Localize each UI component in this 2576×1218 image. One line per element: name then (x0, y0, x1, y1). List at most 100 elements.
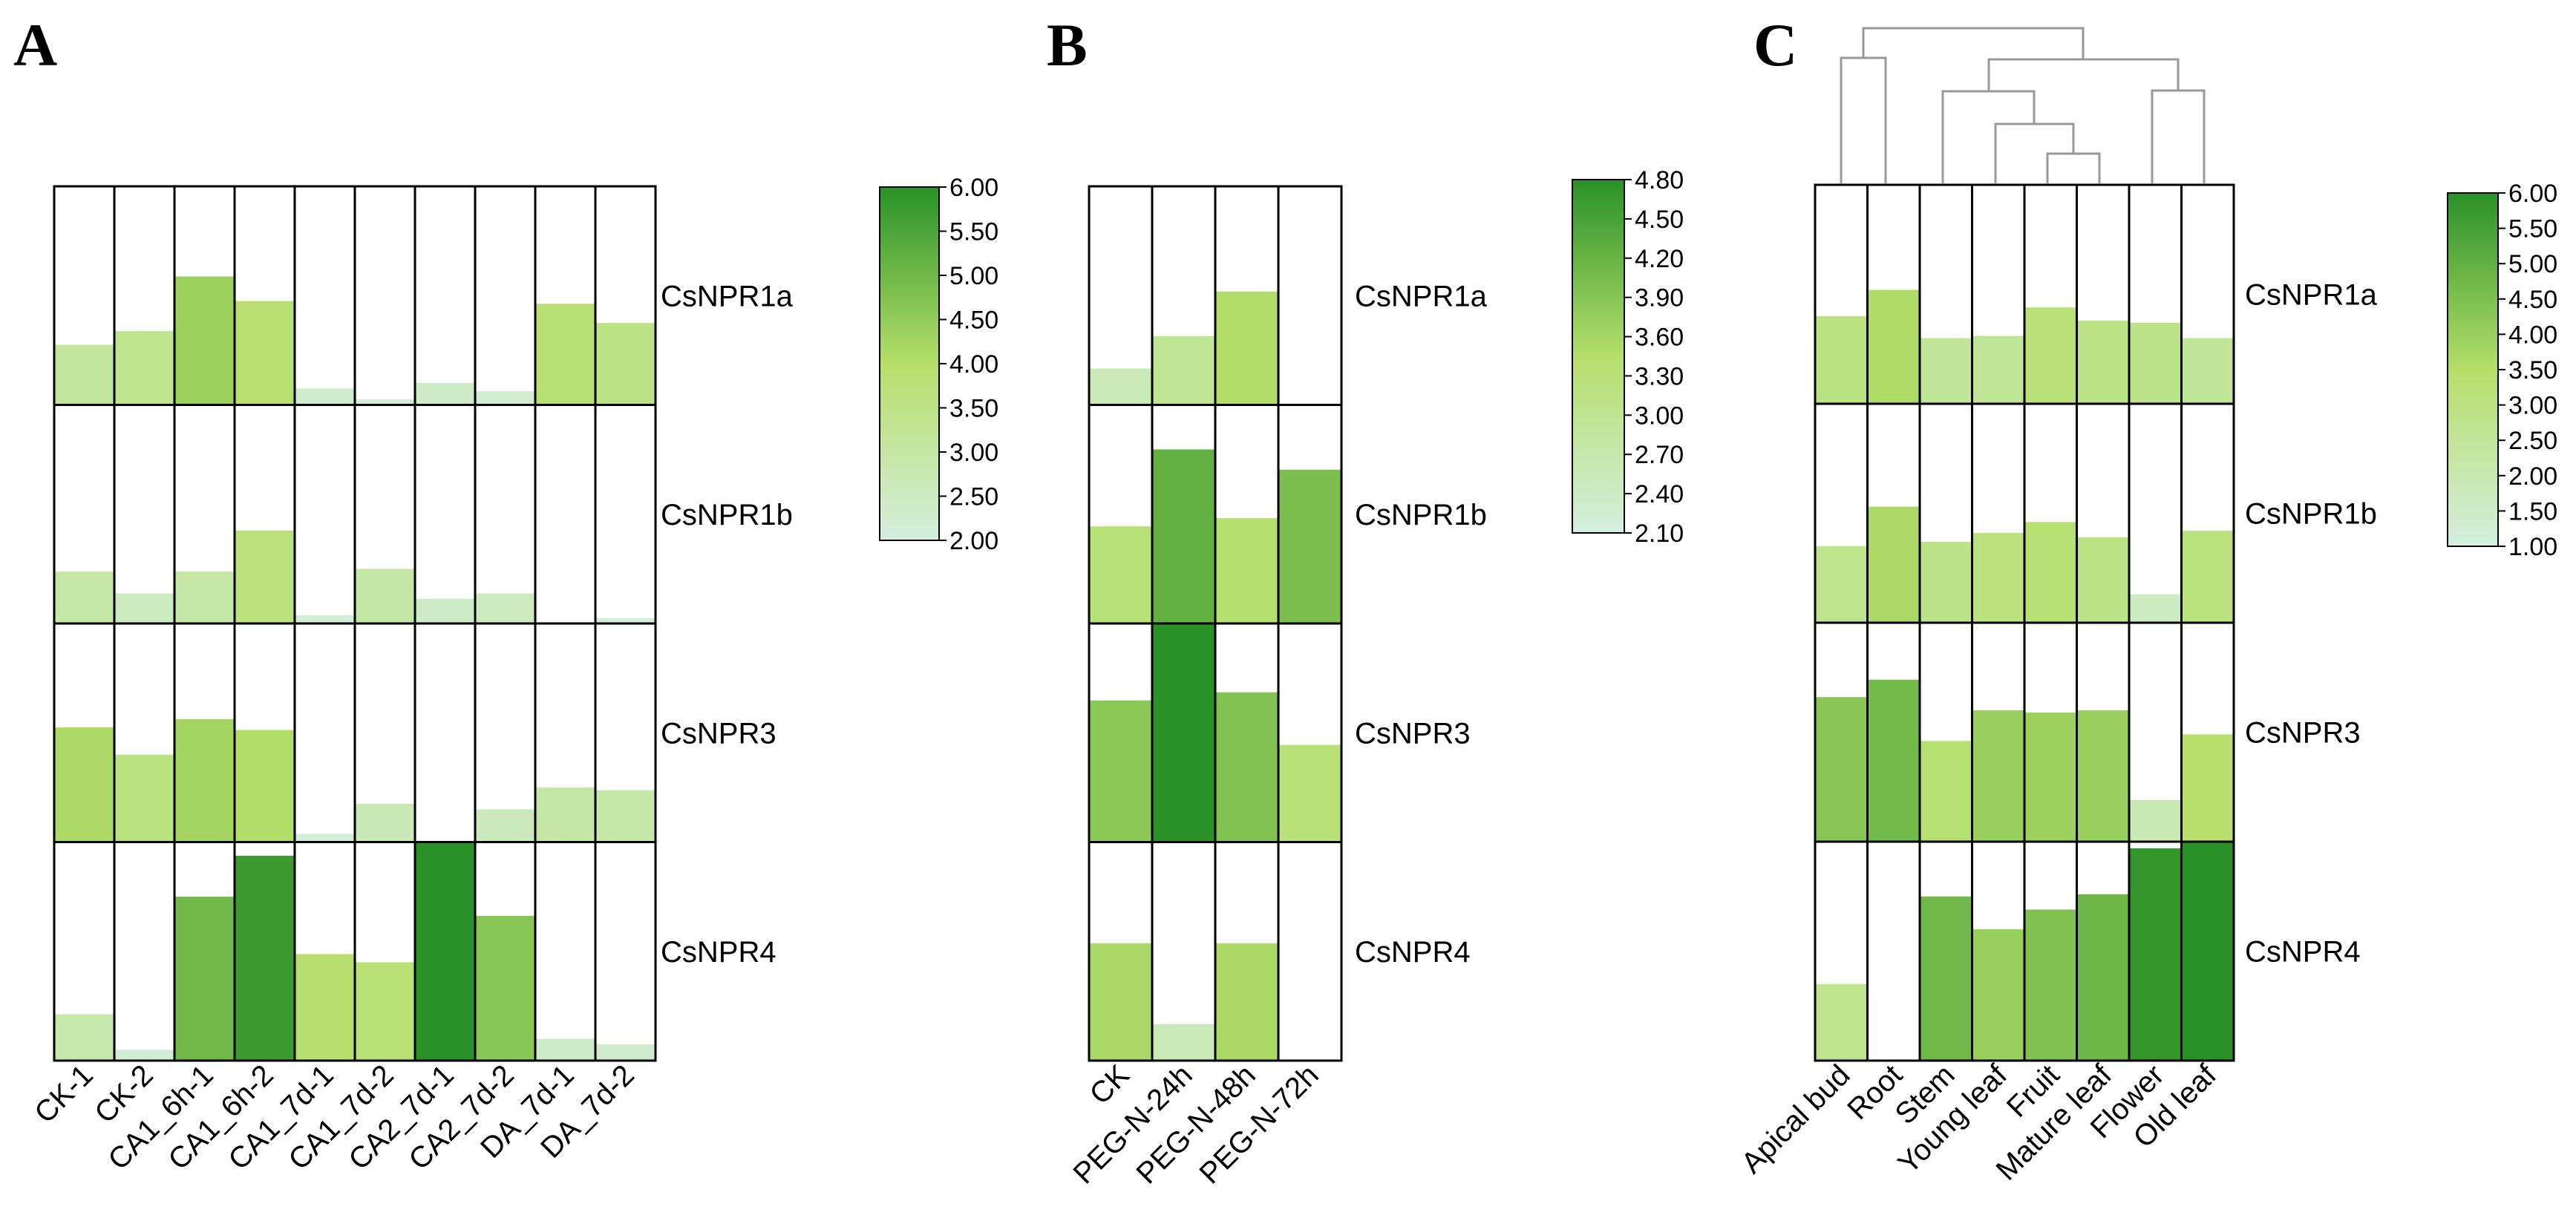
colorbar-tick-label: 2.70 (1635, 441, 1684, 469)
x-tick-ck: CK (1083, 1058, 1136, 1111)
colorbar-tick-label: 3.30 (1635, 362, 1684, 390)
cell-a-csnpr4-da-7d-2 (595, 842, 656, 1061)
colorbar-tick-label: 6.00 (2508, 180, 2557, 208)
bar-a-csnpr1b-ca1-6h-1 (174, 572, 235, 623)
bar-a-csnpr3-ck-1 (54, 727, 114, 842)
bar-a-csnpr1a-ca2-7d-2 (475, 391, 535, 405)
bar-a-csnpr1a-ck-2 (114, 331, 174, 405)
bar-c-csnpr4-flower (2129, 848, 2182, 1061)
colorbar-tick-label: 1.50 (2508, 497, 2557, 525)
cell-b-csnpr4-peg-n-72h (1278, 842, 1341, 1061)
colorbar-tick-label: 1.00 (2508, 533, 2557, 561)
row-label-csnpr3: CsNPR3 (2245, 717, 2361, 750)
colorbar-tick-label: 3.00 (949, 439, 998, 467)
bar-a-csnpr1a-ca1-6h-2 (235, 301, 295, 405)
bar-c-csnpr1a-root (1868, 290, 1920, 404)
bar-c-csnpr3-mature-leaf (2077, 710, 2130, 842)
bar-b-csnpr4-peg-n-24h (1152, 1024, 1215, 1061)
cell-a-csnpr1a-ca1-7d-2 (355, 186, 415, 405)
bar-b-csnpr1b-peg-n-72h (1278, 470, 1341, 623)
bar-c-csnpr3-flower (2129, 800, 2182, 842)
bar-c-csnpr1b-stem (1920, 542, 1972, 623)
bar-a-csnpr4-ca1-6h-2 (235, 856, 295, 1061)
bar-a-csnpr1a-ca2-7d-1 (415, 383, 475, 405)
bar-a-csnpr3-ca1-7d-1 (295, 834, 355, 842)
bar-a-csnpr4-ca2-7d-2 (475, 916, 535, 1061)
colorbar-tick-label: 4.50 (2508, 286, 2557, 314)
bar-a-csnpr1a-ca1-6h-1 (174, 276, 235, 405)
bar-b-csnpr3-peg-n-48h (1215, 693, 1278, 842)
bar-c-csnpr3-root (1868, 680, 1920, 842)
bar-a-csnpr4-ca1-6h-1 (174, 897, 235, 1061)
colorbar-tick-label: 4.50 (1635, 206, 1684, 234)
colorbar-tick-label: 2.40 (1635, 480, 1684, 508)
bar-b-csnpr1b-peg-n-48h (1215, 518, 1278, 623)
bar-a-csnpr1b-ck-2 (114, 594, 174, 623)
bar-c-csnpr3-young-leaf (1972, 710, 2025, 842)
bar-c-csnpr1b-old-leaf (2182, 531, 2235, 623)
colorbar-tick-label: 2.50 (2508, 427, 2557, 455)
cell-a-csnpr1b-da-7d-2 (595, 405, 656, 624)
cell-a-csnpr1b-ca2-7d-1 (415, 405, 475, 624)
panel-label-a: A (13, 11, 57, 79)
bar-b-csnpr3-ck (1089, 701, 1152, 842)
row-label-csnpr1a: CsNPR1a (661, 280, 794, 312)
bar-b-csnpr1b-peg-n-24h (1152, 449, 1215, 623)
bar-a-csnpr4-ck-2 (114, 1050, 174, 1061)
dendrogram-branch-apical-root (1841, 58, 1886, 183)
bar-c-csnpr1a-flower (2129, 323, 2182, 404)
colorbar-tick-label: 5.00 (2508, 250, 2557, 278)
bar-a-csnpr3-da-7d-2 (595, 790, 656, 842)
cell-a-csnpr1a-ca1-7d-1 (295, 186, 355, 405)
heatmap-panel-b: CsNPR1aCsNPR1bCsNPR3CsNPR4CKPEG-N-24hPEG… (1068, 166, 1684, 1191)
colorbar-tick-label: 3.00 (1635, 402, 1684, 430)
bar-c-csnpr1b-fruit (2024, 522, 2077, 623)
bar-a-csnpr1a-da-7d-2 (595, 323, 656, 405)
bar-a-csnpr1a-da-7d-1 (535, 304, 595, 405)
bar-a-csnpr1b-ca1-6h-2 (235, 531, 295, 623)
bar-c-csnpr1b-apical-bud (1815, 546, 1868, 623)
bar-c-csnpr1b-mature-leaf (2077, 537, 2130, 623)
bar-a-csnpr3-ca1-7d-2 (355, 804, 415, 842)
bar-b-csnpr1b-ck (1089, 526, 1152, 623)
colorbar-tick-label: 3.60 (1635, 324, 1684, 352)
bar-c-csnpr1a-old-leaf (2182, 338, 2235, 405)
bar-a-csnpr4-ca1-7d-1 (295, 954, 355, 1061)
row-label-csnpr1b: CsNPR1b (661, 499, 793, 531)
bar-c-csnpr4-mature-leaf (2077, 894, 2130, 1061)
bar-a-csnpr1a-ck-1 (54, 345, 114, 405)
colorbar-tick-label: 3.50 (2508, 356, 2557, 384)
bar-b-csnpr1a-ck (1089, 368, 1152, 405)
bar-a-csnpr4-ca2-7d-1 (415, 842, 475, 1061)
bar-c-csnpr1a-mature-leaf (2077, 321, 2130, 404)
cell-a-csnpr1a-ca2-7d-1 (415, 186, 475, 405)
bar-b-csnpr3-peg-n-72h (1278, 745, 1341, 842)
heatmap-panel-a: CsNPR1aCsNPR1bCsNPR3CsNPR4CK-1CK-2CA1_6h… (28, 174, 998, 1176)
bar-c-csnpr1b-flower (2129, 595, 2182, 623)
cell-a-csnpr1b-ca1-7d-1 (295, 405, 355, 624)
bar-c-csnpr3-apical-bud (1815, 697, 1868, 842)
row-label-csnpr1b: CsNPR1b (2245, 498, 2377, 531)
bar-a-csnpr3-ck-2 (114, 755, 174, 842)
dendrogram-branch-flower-old (2152, 91, 2204, 183)
bar-c-csnpr3-fruit (2024, 713, 2077, 842)
row-label-csnpr1a: CsNPR1a (1355, 280, 1488, 312)
bar-a-csnpr1b-ca1-7d-1 (295, 615, 355, 623)
colorbar-a (880, 187, 939, 540)
cell-a-csnpr4-da-7d-1 (535, 842, 595, 1061)
bar-c-csnpr4-fruit (2024, 909, 2077, 1061)
bar-a-csnpr3-ca1-6h-1 (174, 719, 235, 842)
bar-b-csnpr4-ck (1089, 943, 1152, 1061)
row-label-csnpr1b: CsNPR1b (1355, 499, 1487, 531)
colorbar-tick-label: 2.10 (1635, 520, 1684, 548)
bar-c-csnpr4-apical-bud (1815, 984, 1868, 1061)
cell-a-csnpr1b-ca2-7d-2 (475, 405, 535, 624)
row-label-csnpr1a: CsNPR1a (2245, 279, 2378, 312)
bar-a-csnpr4-da-7d-2 (595, 1044, 656, 1061)
bar-c-csnpr1a-apical-bud (1815, 316, 1868, 404)
bar-b-csnpr1a-peg-n-24h (1152, 336, 1215, 405)
bar-b-csnpr1a-peg-n-48h (1215, 292, 1278, 405)
colorbar-b (1572, 180, 1624, 533)
colorbar-tick-label: 2.50 (949, 483, 998, 511)
